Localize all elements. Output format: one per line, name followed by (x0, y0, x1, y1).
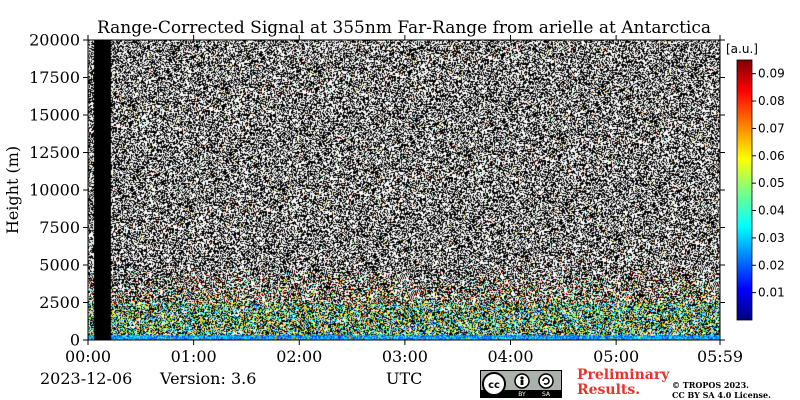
colorbar-tick-label: 0.04 (758, 204, 785, 218)
copyright-notice: © TROPOS 2023. CC BY SA 4.0 License. (672, 380, 771, 400)
y-axis: 0 2500 5000 7500 10000 12500 15000 17500 20000 (29, 31, 725, 350)
x-tick-label: 00:00 (65, 347, 111, 366)
x-axis: 00:00 01:00 02:00 03:00 04:00 05:00 05:59 (65, 35, 743, 366)
chart-title: Range-Corrected Signal at 355nm Far-Rang… (97, 18, 711, 38)
x-tick-label: 02:00 (276, 347, 322, 366)
cc-license-badge: cc BY SA (480, 370, 562, 398)
colorbar-ticks: 0.01 0.02 0.03 0.04 0.05 0.06 0.07 0.08 0.09 (752, 67, 785, 300)
colorbar-tick-label: 0.07 (758, 121, 785, 135)
colorbar-tick-label: 0.05 (758, 176, 785, 190)
colorbar-unit-label: [a.u.] (726, 42, 758, 56)
colorbar-tick-label: 0.03 (758, 231, 785, 245)
y-tick-label: 20000 (29, 31, 80, 50)
copyright-line-1: © TROPOS 2023. (672, 380, 749, 390)
heatmap-image (88, 40, 720, 340)
y-axis-label: Height (m) (3, 146, 22, 234)
heatmap-area (88, 40, 720, 340)
y-tick-label: 2500 (39, 293, 80, 312)
cc-label: cc (488, 380, 500, 391)
x-tick-label: 01:00 (171, 347, 217, 366)
y-tick-label: 12500 (29, 143, 80, 162)
y-tick-label: 5000 (39, 256, 80, 275)
colorbar (736, 59, 753, 321)
colorbar-tick-label: 0.08 (758, 94, 785, 108)
x-tick-label: 03:00 (382, 347, 428, 366)
preliminary-line-2: Results. (577, 382, 641, 398)
x-tick-label: 04:00 (487, 347, 533, 366)
x-tick-label: 05:00 (593, 347, 639, 366)
footer-version: Version: 3.6 (160, 369, 257, 388)
colorbar-tick-label: 0.01 (758, 286, 785, 300)
colorbar-tick-label: 0.09 (758, 67, 785, 81)
y-tick-label: 15000 (29, 106, 80, 125)
copyright-line-2: CC BY SA 4.0 License. (672, 390, 771, 400)
colorbar-tick-label: 0.02 (758, 258, 785, 272)
y-tick-label: 10000 (29, 181, 80, 200)
footer-timezone: UTC (386, 369, 423, 388)
by-label: BY (518, 391, 526, 398)
footer-date: 2023-12-06 (40, 369, 133, 388)
y-tick-label: 0 (70, 331, 80, 350)
colorbar-tick-label: 0.06 (758, 149, 785, 163)
y-tick-label: 7500 (39, 218, 80, 237)
sa-icon (538, 373, 554, 389)
sa-label: SA (542, 391, 551, 398)
x-tick-label: 05:59 (697, 347, 743, 366)
y-tick-label: 17500 (29, 68, 80, 87)
preliminary-notice: Preliminary Results. (577, 368, 669, 398)
preliminary-line-1: Preliminary (577, 367, 670, 383)
